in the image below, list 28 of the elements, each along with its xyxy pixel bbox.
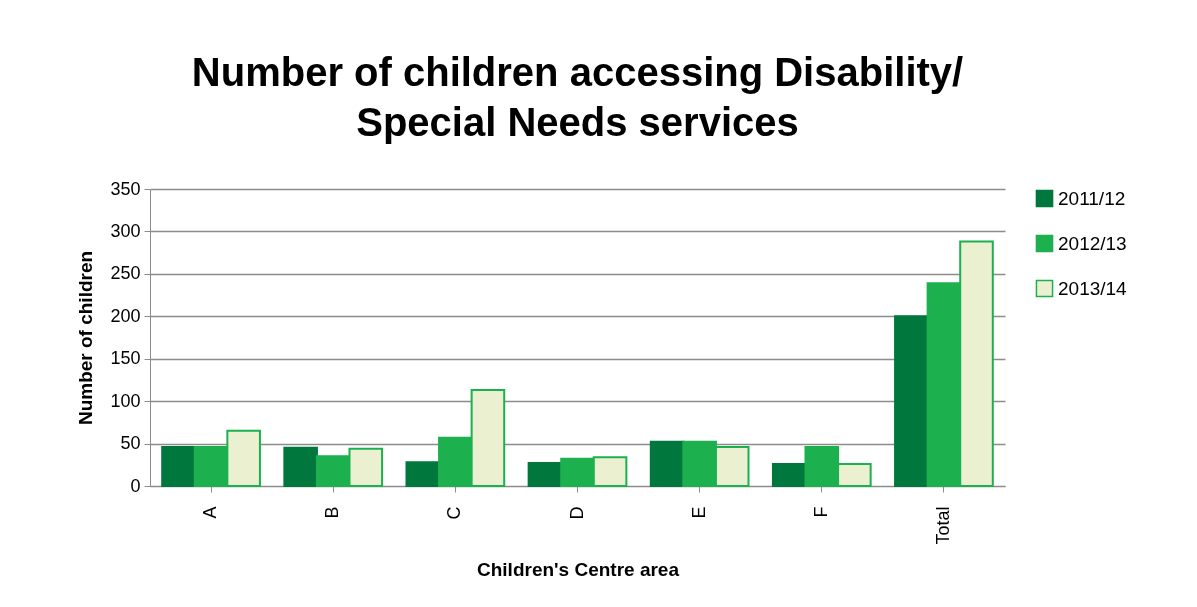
bar <box>527 462 563 487</box>
y-tick-label: 150 <box>110 348 141 369</box>
x-axis-title: Children's Centre area <box>477 558 680 580</box>
bar <box>894 315 929 487</box>
legend-label: 2013/14 <box>1058 277 1128 299</box>
bar <box>771 462 807 487</box>
bar <box>283 446 318 487</box>
y-tick-label: 0 <box>130 475 141 496</box>
legend-label: 2011/12 <box>1058 187 1126 209</box>
y-tick-label: 300 <box>110 220 141 241</box>
x-tick-label: F <box>810 506 831 518</box>
y-tick-label: 200 <box>110 305 141 326</box>
x-tick-label: D <box>566 506 587 520</box>
x-tick-label: E <box>688 506 709 519</box>
x-tick-label: A <box>200 506 221 519</box>
chart-title: Number of children accessing Disability/ Special Needs services <box>191 50 964 144</box>
x-tick-label: B <box>322 506 343 519</box>
y-axis-title: Number of children <box>75 250 97 426</box>
bar <box>649 440 685 487</box>
bar <box>161 445 196 487</box>
y-tick-label: 50 <box>120 433 141 454</box>
x-tick-label: Total <box>932 506 953 545</box>
bar <box>405 461 441 487</box>
y-tick-label: 100 <box>110 390 141 411</box>
x-tick-label: C <box>444 506 465 520</box>
y-tick-label: 350 <box>110 178 141 199</box>
y-tick-label: 250 <box>110 263 141 284</box>
legend-label: 2012/13 <box>1058 232 1127 254</box>
